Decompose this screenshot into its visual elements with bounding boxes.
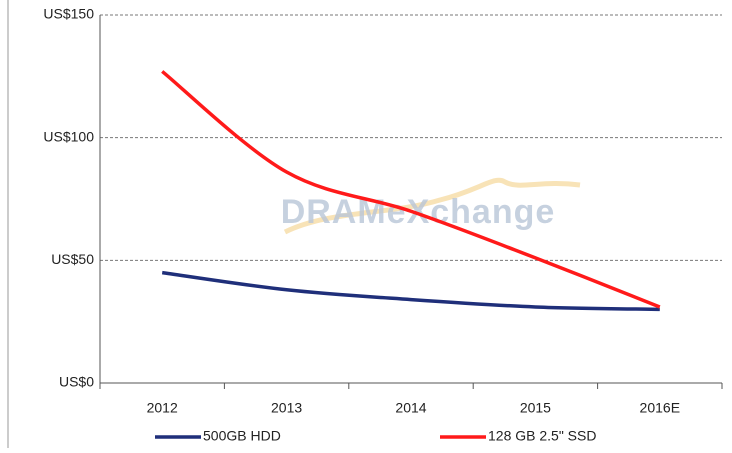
watermark-swoosh: [283, 177, 581, 235]
y-tick-label: US$100: [43, 128, 94, 144]
x-tick-label: 2015: [520, 400, 551, 416]
x-tick-label: 2012: [147, 400, 178, 416]
x-tick-label: 2013: [271, 400, 302, 416]
x-tick-label: 2016E: [640, 400, 680, 416]
series-line: [161, 270, 660, 312]
x-tick-label: 2014: [395, 400, 426, 416]
y-tick-label: US$0: [59, 374, 94, 390]
series-line: [161, 70, 661, 309]
y-tick-label: US$150: [43, 6, 94, 22]
legend-label: 128 GB 2.5" SSD: [488, 428, 596, 444]
legend-label: 500GB HDD: [203, 428, 281, 444]
y-tick-label: US$50: [51, 251, 94, 267]
